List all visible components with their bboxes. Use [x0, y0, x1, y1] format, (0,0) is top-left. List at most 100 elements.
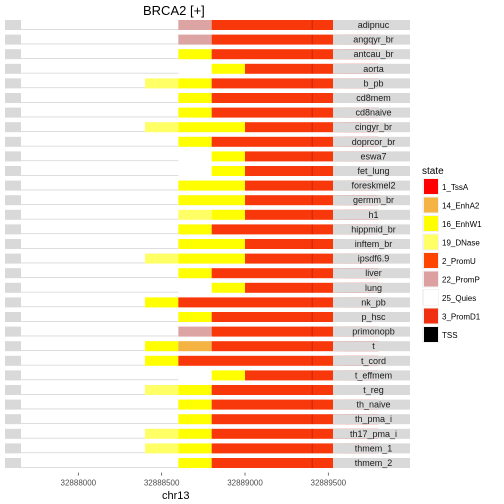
state-segment [145, 297, 179, 308]
row-baseline [21, 423, 179, 424]
track-row: aorta [5, 63, 410, 74]
row-baseline [21, 116, 179, 118]
track-row: t_reg [5, 385, 410, 395]
state-segment [211, 428, 345, 439]
state-segment [211, 326, 345, 337]
state-segment [245, 253, 345, 264]
row-label-strip [333, 268, 410, 279]
legend-label: 14_EnhA2 [442, 202, 480, 211]
x-axis-label: chr13 [162, 490, 190, 502]
row-stub [5, 107, 21, 118]
row-label-strip [333, 428, 410, 439]
state-segment [145, 341, 179, 352]
row-label: thmem_2 [355, 458, 393, 468]
row-label-strip [333, 20, 410, 30]
legend-label: 16_EnhW1 [442, 220, 482, 229]
state-segment [178, 326, 212, 337]
row-label-strip [333, 63, 410, 74]
state-segment [178, 428, 212, 439]
row-label: t_reg [363, 385, 384, 395]
row-baseline [21, 29, 179, 30]
state-segment [178, 78, 212, 89]
row-label-strip [333, 341, 410, 352]
state-segment [178, 195, 245, 206]
row-label: cd8mem [356, 93, 391, 103]
row-label-strip [333, 443, 410, 454]
legend-item: 19_DNase [422, 233, 480, 251]
tss-marker [311, 239, 313, 249]
tss-marker [311, 224, 313, 235]
tss-marker [311, 49, 313, 60]
row-label: t [372, 341, 375, 351]
state-segment [211, 282, 245, 293]
row-label: adipnuc [358, 20, 390, 30]
tss-marker [311, 297, 313, 308]
state-segment [178, 224, 212, 235]
tss-marker [311, 78, 313, 89]
row-stub [5, 297, 21, 308]
state-segment [178, 385, 212, 395]
row-baseline [21, 291, 179, 293]
row-label: eswa7 [360, 151, 386, 161]
row-label: t_cord [361, 356, 386, 366]
legend-label: 19_DNase [442, 239, 480, 248]
row-label-strip [333, 180, 410, 191]
row-label-strip [333, 93, 410, 103]
x-tick-label: 32888000 [61, 479, 97, 488]
row-stub [5, 443, 21, 454]
state-segment [211, 107, 345, 118]
row-label: th_naive [356, 400, 390, 410]
row-label: foreskmel2 [351, 181, 395, 191]
state-segment [145, 78, 179, 89]
row-baseline [21, 233, 179, 235]
track-row: thmem_2 [5, 458, 410, 468]
state-segment [178, 20, 212, 30]
row-label-strip [333, 326, 410, 337]
row-label: angqyr_br [353, 35, 394, 45]
legend-item: 25_Quies [422, 289, 476, 306]
state-segment [178, 253, 245, 264]
state-segment [145, 253, 179, 264]
tss-marker [311, 20, 313, 30]
state-segment [211, 341, 345, 352]
state-segment [145, 428, 179, 439]
tss-marker [311, 428, 313, 439]
row-baseline [21, 175, 179, 176]
tss-marker [311, 209, 313, 220]
row-stub [5, 385, 21, 395]
track-row: foreskmel2 [5, 180, 410, 191]
row-label: doprcor_br [352, 137, 396, 147]
state-segment [178, 399, 212, 410]
legend-swatch [424, 271, 438, 287]
row-baseline [21, 306, 179, 308]
row-label-strip [333, 239, 410, 249]
row-stub [5, 224, 21, 235]
x-axis: 32888000 32888500 32889000 32889500 [61, 472, 347, 488]
state-segment [245, 151, 345, 162]
row-baseline [21, 72, 179, 74]
legend-swatch [424, 290, 438, 305]
track-row: eswa7 [5, 151, 410, 162]
row-label: b_pb [363, 78, 383, 88]
track-row: fet_lung [5, 166, 410, 176]
state-segment [211, 370, 245, 381]
row-label-strip [333, 312, 410, 322]
row-stub [5, 414, 21, 425]
tss-marker [311, 385, 313, 395]
row-baseline [21, 102, 179, 103]
state-segment [178, 297, 345, 308]
row-baseline [21, 131, 179, 132]
row-baseline [21, 248, 179, 249]
row-label-strip [333, 399, 410, 410]
row-stub [5, 326, 21, 337]
row-baseline [21, 204, 179, 205]
track-row: th17_pma_i [5, 428, 410, 439]
state-segment [245, 122, 345, 133]
state-segment [245, 180, 345, 191]
track-row: th_naive [5, 399, 410, 410]
tss-marker [311, 268, 313, 279]
track-row: doprcor_br [5, 136, 410, 147]
row-baseline [21, 350, 179, 351]
state-segment [178, 268, 212, 279]
